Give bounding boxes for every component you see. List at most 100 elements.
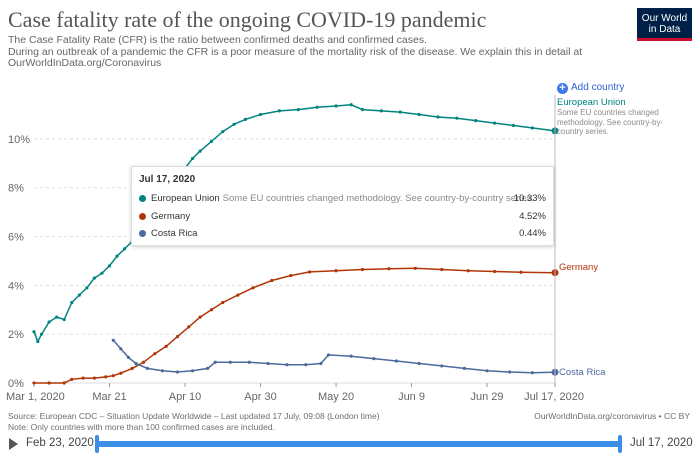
play-icon[interactable] [9, 438, 18, 450]
data-point [111, 374, 115, 378]
data-point [198, 315, 202, 319]
timeline-slider[interactable]: Feb 23, 2020 Jul 17, 2020 [0, 432, 700, 457]
data-point [319, 361, 323, 366]
data-point [530, 371, 534, 375]
data-point [104, 375, 108, 379]
data-point [251, 286, 255, 290]
subtitle-link[interactable]: OurWorldInData.org/Coronavirus [8, 57, 162, 70]
tooltip-date: Jul 17, 2020 [139, 174, 196, 185]
y-tick-label: 4% [8, 280, 24, 292]
data-point [492, 269, 497, 274]
series-color-dot [139, 213, 146, 220]
timeline-end-date: Jul 17, 2020 [630, 437, 693, 449]
data-point [398, 110, 402, 114]
chart-footer: Source: European CDC – Situation Update … [8, 411, 380, 432]
x-axis-ticks: Mar 1, 2020 Mar 21 Apr 10 Apr 30 May 20 Jun 9… [6, 383, 584, 403]
data-point [175, 370, 180, 374]
data-point [455, 116, 459, 120]
data-point [315, 105, 319, 109]
tooltip-series-value: 4.52% [519, 211, 546, 222]
plus-icon: + [557, 83, 568, 94]
x-tick-label: Mar 21 [92, 391, 126, 403]
data-point [123, 247, 127, 251]
data-point [126, 355, 130, 359]
data-point [209, 139, 214, 143]
data-point [485, 369, 489, 373]
tooltip-row: European Union Some EU countries changed … [139, 193, 546, 207]
data-point [145, 366, 149, 370]
y-tick-label: 2% [8, 329, 24, 341]
data-point [130, 366, 134, 370]
tooltip-series-name: Germany [151, 211, 191, 222]
data-point [270, 278, 274, 283]
data-point [190, 156, 195, 161]
add-country-label: Add country [571, 82, 625, 93]
data-point [492, 121, 497, 125]
data-point [440, 364, 444, 368]
data-point [308, 270, 312, 274]
data-point [81, 376, 85, 380]
data-point [36, 339, 40, 344]
data-point [243, 117, 248, 122]
data-point [100, 271, 104, 275]
data-point [474, 119, 478, 123]
data-point [508, 370, 512, 374]
subtitle-line: During an outbreak of a pandemic the CFR… [8, 45, 583, 58]
data-point [206, 366, 210, 370]
data-point [164, 344, 168, 348]
timeline-start-handle[interactable] [95, 435, 99, 453]
data-point [266, 361, 270, 366]
data-point [47, 381, 51, 385]
data-point [92, 276, 97, 280]
logo-bar [637, 38, 692, 41]
data-point [160, 369, 164, 373]
data-point [417, 361, 421, 366]
data-point [119, 371, 123, 375]
data-point [530, 126, 534, 130]
y-axis-ticks: 0% 2% 4% 6% 8% 10% [8, 134, 30, 390]
data-point [519, 270, 523, 274]
data-point [111, 338, 115, 342]
data-point [387, 267, 391, 271]
data-point [232, 122, 236, 126]
data-point [62, 317, 66, 322]
series-color-dot [139, 195, 146, 202]
data-point [70, 377, 74, 381]
x-tick-label: Mar 1, 2020 [6, 391, 65, 403]
timeline-track[interactable] [97, 441, 620, 447]
data-point [440, 267, 444, 272]
y-tick-label: 8% [8, 183, 24, 195]
tooltip-row: Costa Rica 0.44% [139, 228, 546, 242]
footer-link[interactable]: OurWorldInData.org/coronavirus • CC BY [534, 411, 690, 421]
chart-subtitle: The Case Fatality Rate (CFR) is the rati… [8, 34, 583, 70]
series-line [34, 267, 556, 384]
data-point [289, 274, 293, 278]
subtitle-line: The Case Fatality Rate (CFR) is the rati… [8, 34, 428, 46]
data-point [187, 325, 191, 329]
x-tick-label: Apr 30 [244, 391, 276, 403]
data-point [190, 369, 195, 373]
add-country-button[interactable]: + Add country [557, 82, 624, 94]
data-point [115, 254, 119, 258]
data-point [466, 269, 470, 273]
data-point [462, 366, 466, 370]
owid-logo[interactable]: Our World in Data [637, 8, 692, 41]
data-point [379, 109, 383, 113]
data-point [334, 104, 338, 108]
tooltip-series-value: 10.33% [513, 193, 546, 204]
data-point [258, 112, 263, 117]
data-point [372, 356, 376, 361]
series-label-eu: European Union [557, 97, 626, 108]
tooltip-row: Germany 4.52% [139, 211, 546, 225]
data-point [413, 266, 417, 270]
note-text: Note: Only countries with more than 100 … [8, 421, 275, 432]
data-point [92, 376, 97, 380]
hover-tooltip: Jul 17, 2020 European Union Some EU count… [131, 166, 554, 246]
series-color-dot [139, 230, 146, 237]
logo-line: in Data [648, 24, 681, 35]
data-point [134, 361, 138, 366]
timeline-end-handle[interactable] [618, 435, 622, 453]
y-tick-label: 0% [8, 378, 24, 390]
source-text[interactable]: Source: European CDC – Situation Update … [8, 411, 380, 421]
data-point [47, 320, 51, 324]
